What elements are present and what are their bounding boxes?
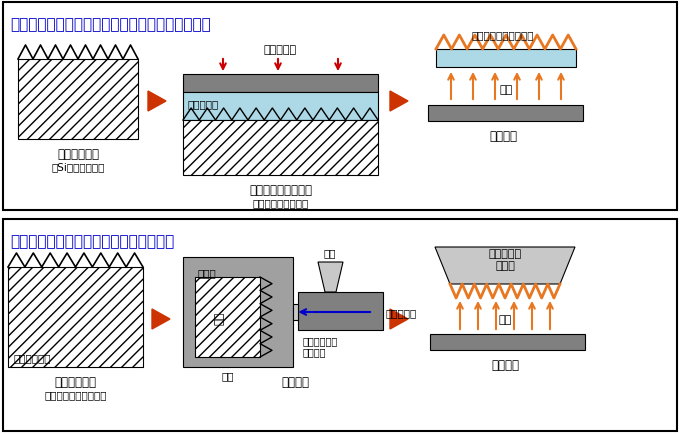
Text: 樹脂シート: 樹脂シート xyxy=(188,99,219,109)
Text: 成形された樹脂シート: 成形された樹脂シート xyxy=(472,30,534,40)
Text: 射出金型作製: 射出金型作製 xyxy=(54,375,97,388)
Polygon shape xyxy=(318,263,343,293)
FancyBboxPatch shape xyxy=(298,293,383,330)
FancyBboxPatch shape xyxy=(3,3,677,210)
Text: ブロック形状: ブロック形状 xyxy=(13,352,50,362)
Text: （Siウエハなど）: （Siウエハなど） xyxy=(51,161,105,171)
Text: 成形: 成形 xyxy=(214,311,224,324)
Polygon shape xyxy=(435,247,575,284)
Text: 金属: 金属 xyxy=(498,314,511,324)
Text: 偏光部品の製造工程例（世界初の実証）: 偏光部品の製造工程例（世界初の実証） xyxy=(10,233,174,248)
Bar xyxy=(8,267,143,367)
FancyBboxPatch shape xyxy=(436,50,576,68)
Text: スクリューで
押し出し: スクリューで 押し出し xyxy=(303,335,338,357)
FancyBboxPatch shape xyxy=(3,220,677,431)
Text: 金属: 金属 xyxy=(499,85,513,95)
FancyBboxPatch shape xyxy=(183,93,378,121)
Text: 部品形態の
成形品: 部品形態の 成形品 xyxy=(488,249,522,270)
FancyBboxPatch shape xyxy=(428,106,583,122)
Polygon shape xyxy=(390,92,408,112)
Text: （ステンレス鋼など）: （ステンレス鋼など） xyxy=(44,389,107,399)
Text: 入れ子: 入れ子 xyxy=(198,267,217,277)
FancyBboxPatch shape xyxy=(183,75,378,93)
Bar xyxy=(18,60,138,140)
Text: 金型: 金型 xyxy=(222,370,234,380)
Text: 熱ナノインプリント: 熱ナノインプリント xyxy=(249,184,312,197)
Bar xyxy=(195,277,260,357)
Polygon shape xyxy=(152,309,170,329)
Text: 樹脂: 樹脂 xyxy=(324,247,336,257)
Text: 独自ナノ構造を利用した偏光シートの製造工程例: 独自ナノ構造を利用した偏光シートの製造工程例 xyxy=(10,17,211,32)
FancyBboxPatch shape xyxy=(183,257,293,367)
Text: 真空蒸着: 真空蒸着 xyxy=(489,130,517,143)
Text: 真空蒸着: 真空蒸着 xyxy=(491,358,519,371)
Polygon shape xyxy=(148,92,166,112)
Bar xyxy=(183,121,378,176)
Text: 射出成形: 射出成形 xyxy=(282,375,309,388)
Text: 加熱プレス: 加熱プレス xyxy=(264,45,297,55)
FancyBboxPatch shape xyxy=(293,304,298,320)
FancyBboxPatch shape xyxy=(430,334,585,350)
Text: モールド作製: モールド作製 xyxy=(57,148,99,161)
Polygon shape xyxy=(390,309,408,329)
Text: シリンダー: シリンダー xyxy=(386,307,418,317)
Text: （ホットエンボス）: （ホットエンボス） xyxy=(252,197,309,207)
